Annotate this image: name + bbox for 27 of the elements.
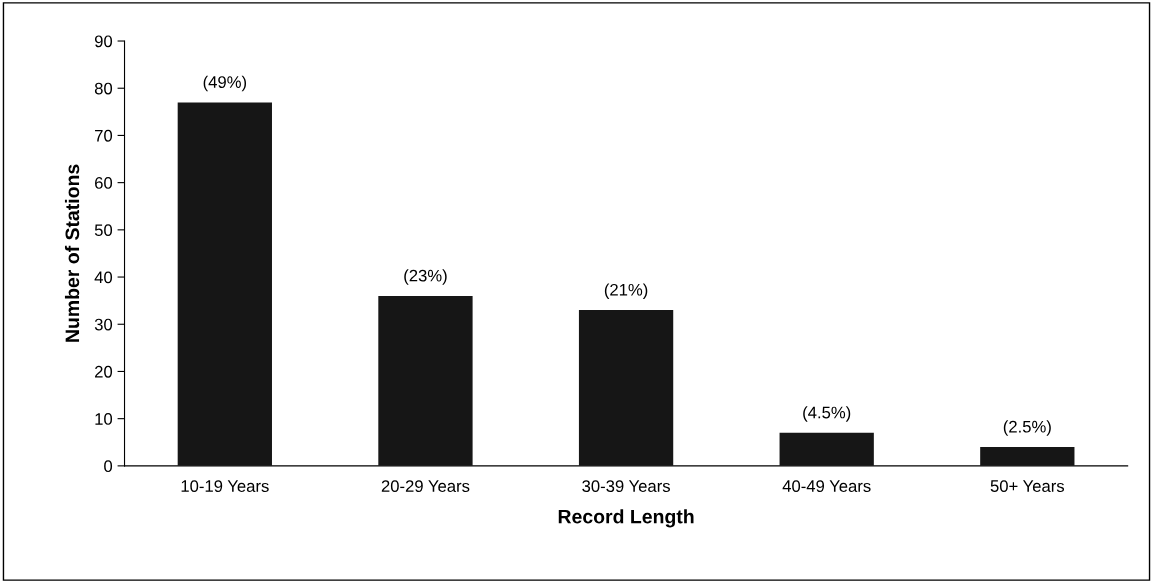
y-tick-label: 20: [95, 365, 113, 378]
bar: [779, 432, 874, 466]
annotation: (4.5%): [803, 406, 851, 422]
y-tick-label: 10: [95, 413, 113, 425]
bar: [378, 295, 473, 466]
annotation: (21%): [604, 283, 648, 299]
annotation: (2.5%): [1003, 420, 1051, 436]
y-axis-title: Number of Stations: [64, 164, 80, 342]
bar: [980, 446, 1075, 466]
annotation: (49%): [203, 75, 247, 92]
x-axis-title: Record Length: [558, 509, 694, 528]
y-tick-label: 60: [95, 177, 113, 189]
bar: [578, 310, 674, 466]
y-tick-label: 0: [104, 460, 113, 473]
y-tick-label: 90: [94, 35, 113, 48]
x-tick-label: 10-19 Years: [181, 480, 269, 492]
y-tick-label: 80: [94, 82, 113, 95]
x-tick-label: 20-29 Years: [381, 480, 470, 492]
y-tick-label: 40: [94, 271, 113, 284]
x-tick-label: 30-39 Years: [582, 480, 670, 492]
y-tick-label: 30: [94, 318, 113, 331]
bar: [177, 102, 272, 466]
x-tick-label: 40-49 Years: [782, 480, 871, 492]
y-tick-label: 50: [94, 224, 113, 237]
x-tick-label: 50+ Years: [990, 480, 1065, 492]
y-tick-label: 70: [95, 129, 113, 142]
annotation: (23%): [404, 269, 447, 285]
